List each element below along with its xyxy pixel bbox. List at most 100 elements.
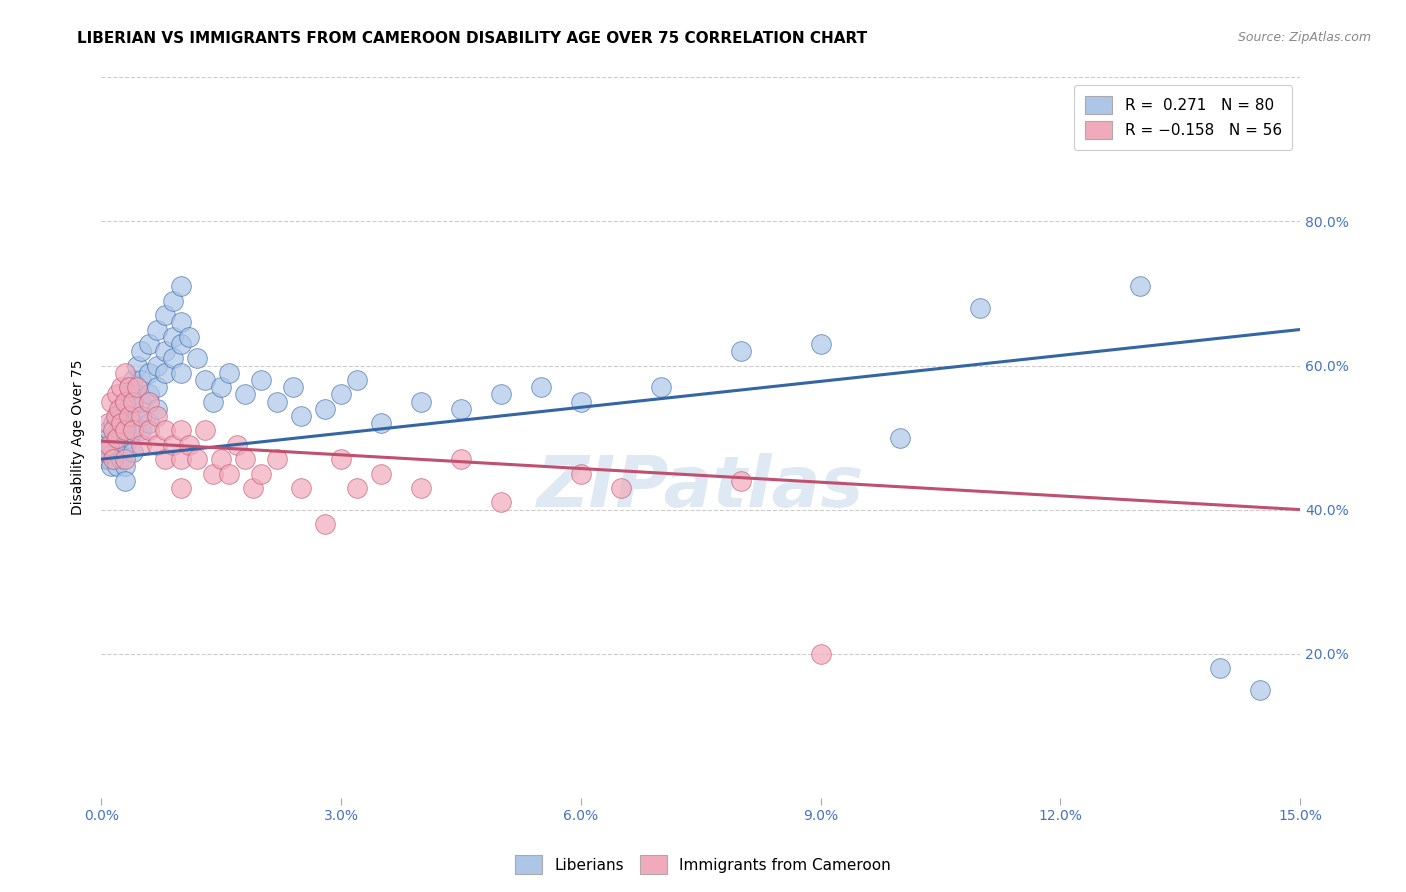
Point: [209, 452, 232, 467]
Point: [569, 467, 592, 481]
Point: [129, 423, 152, 437]
Point: [105, 387, 128, 401]
Point: [170, 279, 193, 293]
Point: [100, 394, 122, 409]
Point: [122, 394, 145, 409]
Point: [129, 373, 152, 387]
Point: [370, 467, 392, 481]
Point: [94, 438, 117, 452]
Point: [103, 423, 125, 437]
Point: [170, 452, 193, 467]
Point: [489, 495, 512, 509]
Point: [146, 322, 169, 336]
Point: [153, 452, 176, 467]
Legend: Liberians, Immigrants from Cameroon: Liberians, Immigrants from Cameroon: [509, 849, 897, 880]
Point: [110, 416, 132, 430]
Point: [127, 380, 149, 394]
Point: [98, 452, 121, 467]
Point: [127, 409, 149, 423]
Point: [114, 416, 136, 430]
Point: [97, 445, 120, 459]
Point: [889, 431, 911, 445]
Point: [127, 387, 149, 401]
Point: [1129, 279, 1152, 293]
Point: [138, 366, 160, 380]
Point: [162, 438, 184, 452]
Point: [146, 401, 169, 416]
Point: [194, 373, 217, 387]
Point: [170, 481, 193, 495]
Point: [97, 431, 120, 445]
Point: [104, 452, 127, 467]
Point: [153, 366, 176, 380]
Point: [233, 387, 256, 401]
Point: [370, 416, 392, 430]
Point: [242, 481, 264, 495]
Point: [122, 423, 145, 437]
Legend: R =  0.271   N = 80, R = −0.158   N = 56: R = 0.271 N = 80, R = −0.158 N = 56: [1074, 85, 1292, 150]
Point: [100, 459, 122, 474]
Point: [104, 409, 127, 423]
Point: [122, 373, 145, 387]
Point: [281, 380, 304, 394]
Point: [114, 474, 136, 488]
Point: [105, 431, 128, 445]
Point: [266, 394, 288, 409]
Point: [530, 380, 553, 394]
Point: [202, 394, 225, 409]
Point: [153, 344, 176, 359]
Text: ZIPatlas: ZIPatlas: [537, 453, 865, 523]
Point: [114, 452, 136, 467]
Y-axis label: Disability Age Over 75: Disability Age Over 75: [72, 359, 86, 516]
Point: [218, 366, 240, 380]
Point: [105, 459, 128, 474]
Point: [118, 380, 141, 394]
Point: [153, 308, 176, 322]
Point: [186, 351, 208, 366]
Point: [129, 409, 152, 423]
Point: [250, 373, 273, 387]
Point: [114, 394, 136, 409]
Point: [105, 409, 128, 423]
Point: [179, 438, 201, 452]
Point: [650, 380, 672, 394]
Point: [129, 438, 152, 452]
Point: [118, 409, 141, 423]
Point: [266, 452, 288, 467]
Point: [114, 366, 136, 380]
Point: [330, 452, 353, 467]
Point: [609, 481, 631, 495]
Point: [114, 459, 136, 474]
Point: [409, 481, 432, 495]
Point: [100, 438, 122, 452]
Point: [114, 438, 136, 452]
Point: [118, 431, 141, 445]
Point: [94, 445, 117, 459]
Point: [569, 394, 592, 409]
Point: [170, 423, 193, 437]
Point: [118, 409, 141, 423]
Point: [209, 380, 232, 394]
Point: [97, 416, 120, 430]
Point: [103, 416, 125, 430]
Point: [118, 380, 141, 394]
Point: [107, 423, 129, 437]
Point: [1209, 661, 1232, 675]
Point: [110, 380, 132, 394]
Point: [969, 301, 991, 315]
Point: [138, 387, 160, 401]
Point: [218, 467, 240, 481]
Point: [129, 394, 152, 409]
Point: [114, 394, 136, 409]
Point: [103, 445, 125, 459]
Point: [226, 438, 249, 452]
Point: [194, 423, 217, 437]
Point: [122, 394, 145, 409]
Text: Source: ZipAtlas.com: Source: ZipAtlas.com: [1237, 31, 1371, 45]
Point: [810, 647, 832, 661]
Point: [1249, 682, 1271, 697]
Point: [409, 394, 432, 409]
Point: [146, 409, 169, 423]
Point: [179, 329, 201, 343]
Point: [94, 452, 117, 467]
